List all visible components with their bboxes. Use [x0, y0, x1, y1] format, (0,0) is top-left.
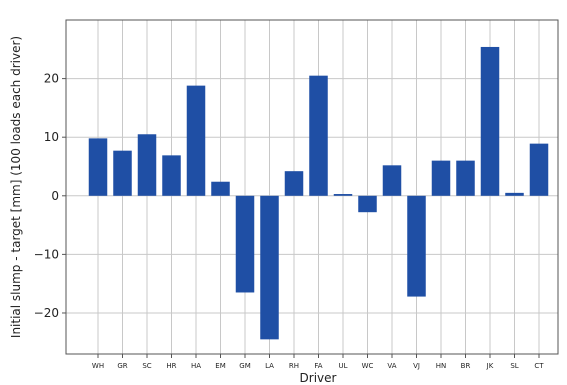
bar-jk: [480, 46, 500, 196]
x-tick-label: SL: [510, 362, 518, 370]
x-axis-label: Driver: [300, 371, 337, 385]
bar-gm: [235, 195, 255, 293]
x-tick-label: GR: [117, 362, 127, 370]
bar-va: [382, 165, 402, 196]
bar-gr: [113, 150, 132, 196]
x-tick-label: HN: [436, 362, 447, 370]
bar-hr: [162, 155, 181, 196]
x-axis-ticks: WH GR SC HR HA EM GM LA RH FA UL WC VA VJ HN BR JK SL CT: [92, 354, 544, 370]
x-tick-label: FA: [314, 362, 322, 370]
x-tick-label: WH: [92, 362, 104, 370]
bar-sc: [137, 134, 157, 196]
x-tick-label: JK: [486, 362, 494, 370]
x-tick-label: VA: [387, 362, 396, 370]
x-tick-label: BR: [461, 362, 471, 370]
y-axis-ticks: −20 −10 0 10 20: [34, 72, 66, 320]
y-tick-label: −20: [34, 306, 59, 320]
y-tick-label: 10: [44, 130, 59, 144]
x-tick-label: SC: [142, 362, 151, 370]
y-tick-label: 0: [51, 189, 59, 203]
x-tick-label: HR: [166, 362, 176, 370]
bar-vj: [407, 195, 426, 297]
bar-em: [211, 181, 230, 196]
y-tick-label: 20: [44, 72, 59, 86]
bar-ul: [333, 194, 353, 196]
bars: [88, 46, 549, 340]
y-axis-label: Initial slump - target [mm] (100 loads e…: [9, 36, 23, 338]
x-tick-label: HA: [191, 362, 201, 370]
x-tick-label: WC: [362, 362, 374, 370]
bar-wh: [88, 138, 108, 196]
x-tick-label: LA: [265, 362, 274, 370]
bar-ha: [186, 85, 206, 196]
x-tick-label: GM: [239, 362, 250, 370]
x-tick-label: RH: [289, 362, 299, 370]
y-tick-label: −10: [34, 247, 59, 261]
bar-rh: [284, 171, 304, 196]
x-tick-label: CT: [534, 362, 544, 370]
bar-la: [260, 195, 279, 340]
x-tick-label: EM: [215, 362, 225, 370]
x-tick-label: UL: [338, 362, 347, 370]
bar-wc: [358, 195, 377, 213]
bar-fa: [309, 75, 328, 196]
bar-br: [456, 160, 475, 196]
bar-ct: [529, 143, 549, 196]
plot-frame: [65, 19, 559, 355]
x-tick-label: VJ: [413, 362, 420, 370]
bar-sl: [505, 192, 524, 196]
bar-hn: [431, 160, 451, 196]
